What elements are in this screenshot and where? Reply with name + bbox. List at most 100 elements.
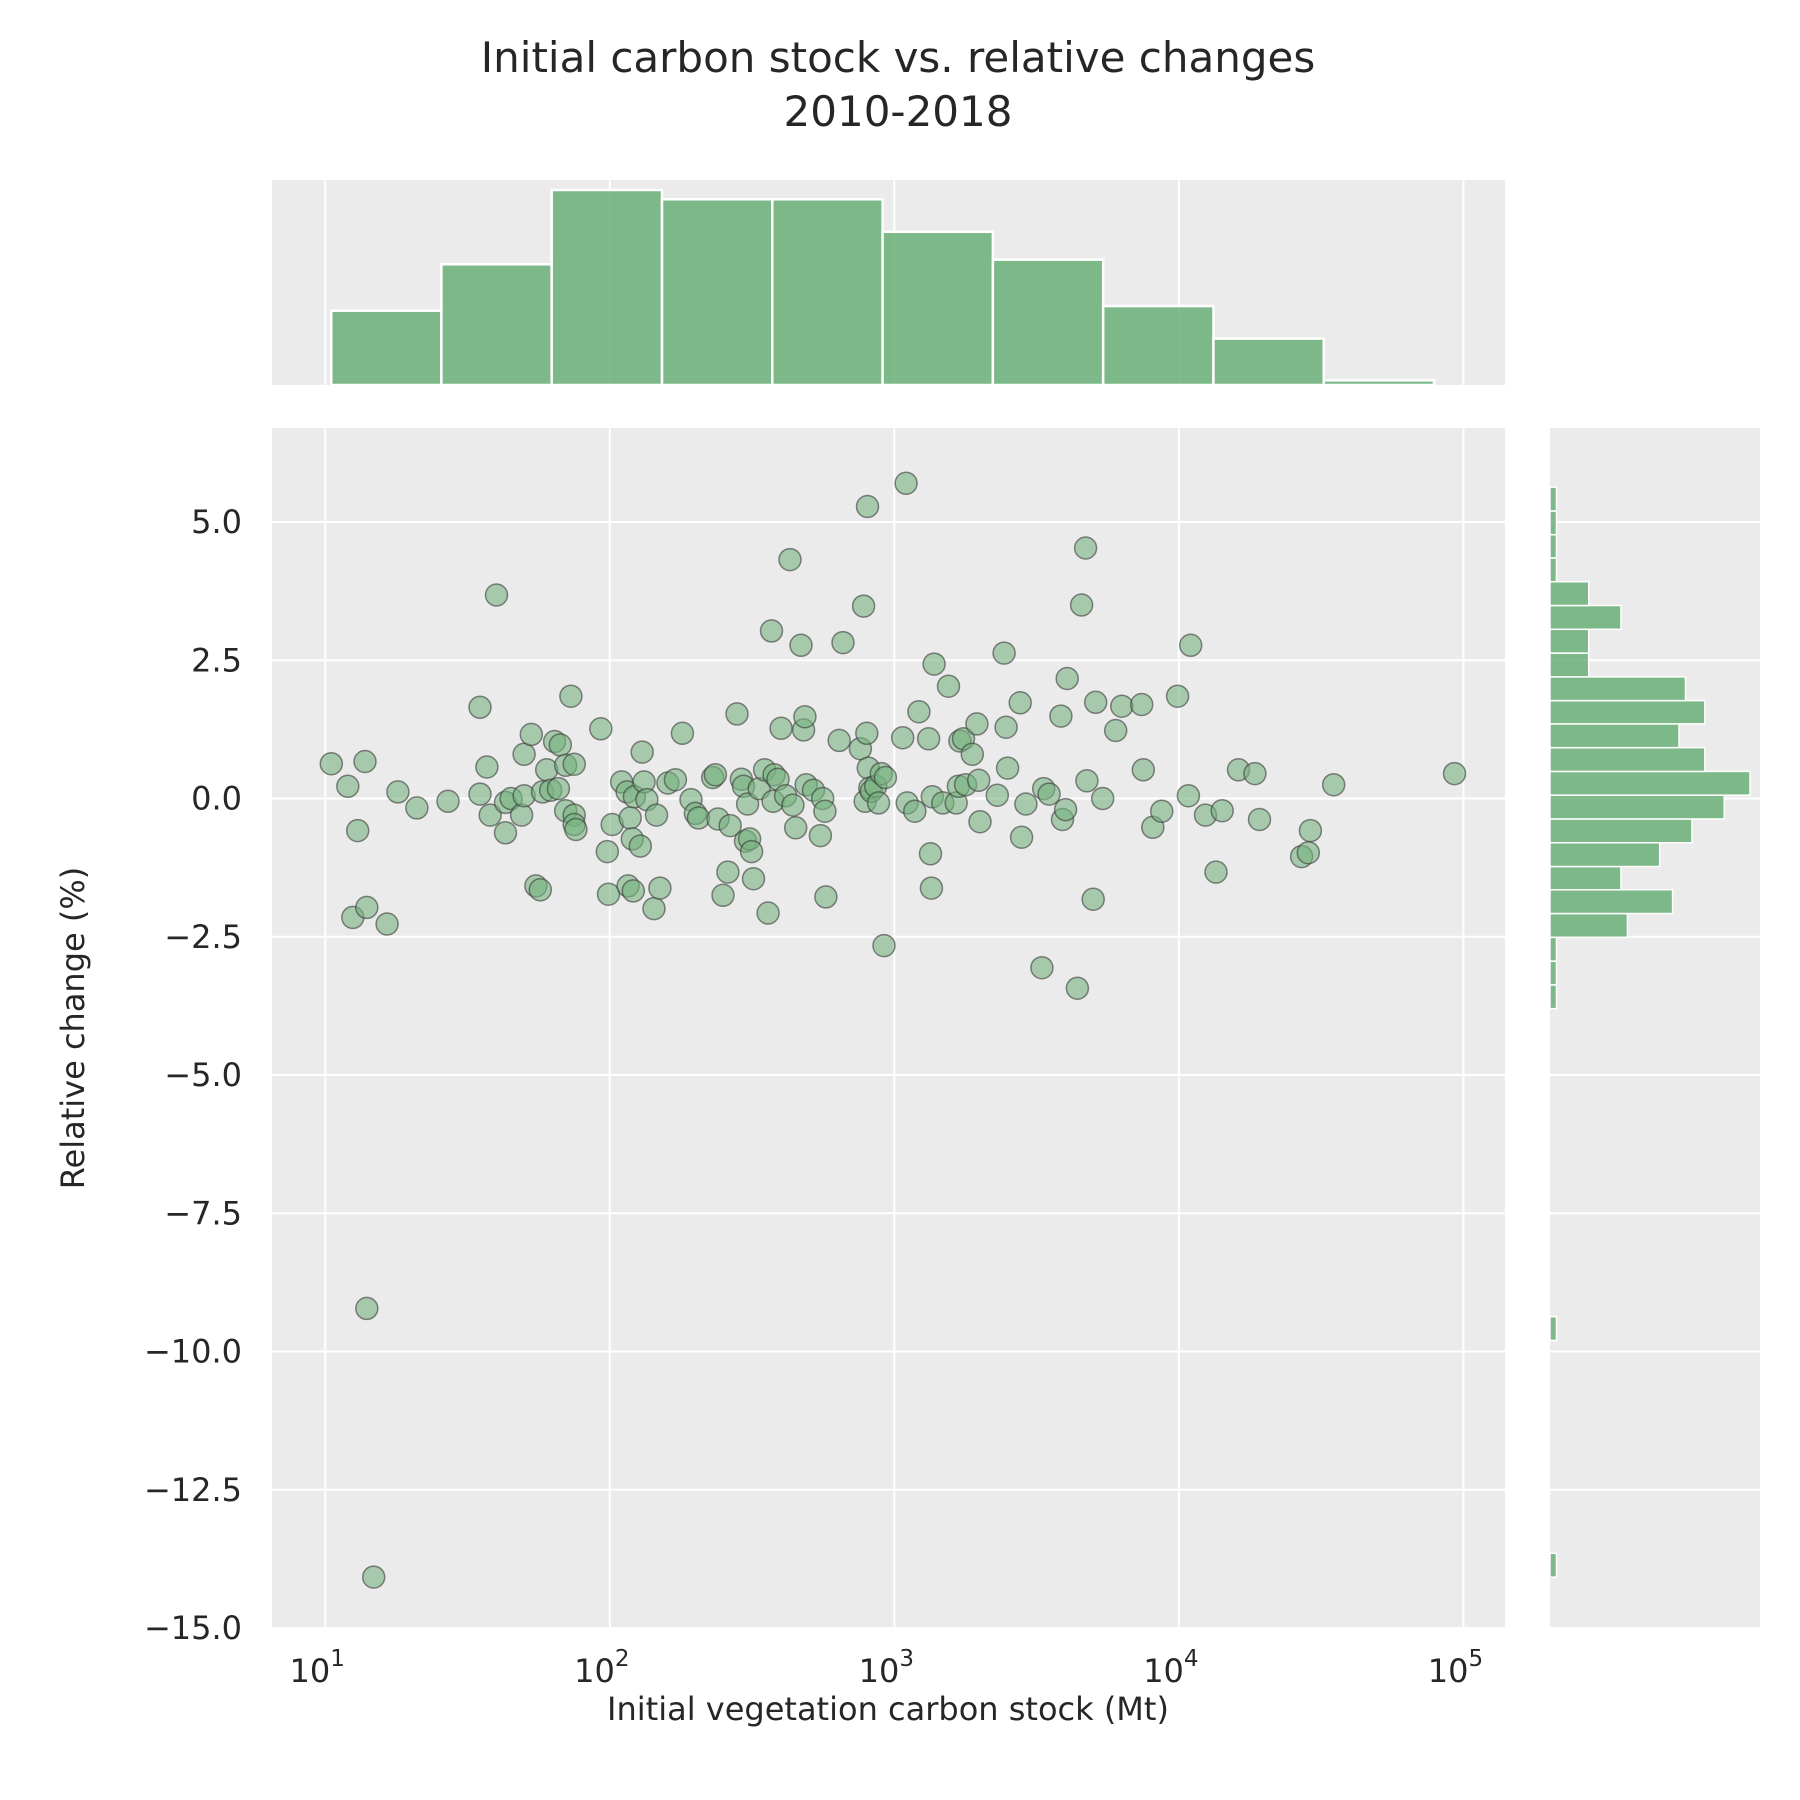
scatter-point-1 bbox=[336, 774, 360, 799]
right-histogram-bar-41 bbox=[1549, 580, 1590, 607]
right-histogram-bar-42 bbox=[1549, 557, 1558, 583]
scatter-point-130 bbox=[960, 742, 985, 767]
scatter-point-173 bbox=[1321, 772, 1346, 797]
scatter-point-143 bbox=[1037, 782, 1061, 806]
right-histogram-bar-25 bbox=[1549, 960, 1558, 986]
scatter-point-89 bbox=[789, 633, 813, 658]
scatter-point-151 bbox=[1075, 769, 1099, 793]
scatter-point-87 bbox=[781, 793, 805, 817]
y-tick-label-5: −7.5 bbox=[164, 1194, 242, 1232]
scatter-point-155 bbox=[1103, 718, 1128, 743]
y-tick-label-7: −12.5 bbox=[144, 1471, 242, 1509]
scatter-point-18 bbox=[493, 821, 518, 845]
right-histogram-bar-27 bbox=[1549, 912, 1629, 939]
scatter-point-165 bbox=[1204, 860, 1228, 884]
scatter-point-88 bbox=[783, 816, 808, 840]
scatter-point-109 bbox=[866, 791, 891, 815]
scatter-point-25 bbox=[528, 878, 553, 902]
y-tick-label-6: −10.0 bbox=[144, 1333, 242, 1371]
right-histogram-bar-37 bbox=[1549, 676, 1687, 702]
right-histogram-bars bbox=[1549, 486, 1751, 1578]
scatter-point-59 bbox=[670, 721, 695, 746]
scatter-point-41 bbox=[596, 882, 621, 906]
right-histogram-bar-32 bbox=[1549, 794, 1725, 820]
top-histogram-bar-0 bbox=[330, 309, 443, 387]
scatter-point-119 bbox=[918, 842, 943, 866]
scatter-point-156 bbox=[1110, 694, 1134, 718]
top-histogram-bar-1 bbox=[440, 263, 553, 387]
scatter-point-86 bbox=[778, 547, 802, 572]
scatter-point-160 bbox=[1149, 799, 1174, 823]
scatter-point-23 bbox=[519, 722, 544, 747]
scatter-point-7 bbox=[355, 1296, 379, 1321]
scatter-point-58 bbox=[663, 767, 688, 792]
right-histogram-bar-24 bbox=[1549, 984, 1558, 1010]
scatter-point-140 bbox=[1014, 792, 1038, 816]
scatter-point-111 bbox=[872, 933, 896, 958]
scatter-point-79 bbox=[756, 901, 780, 925]
scatter-point-117 bbox=[907, 699, 931, 724]
y-tick-label-2: 0.0 bbox=[191, 780, 242, 818]
scatter-point-172 bbox=[1298, 818, 1323, 843]
y-tick-label-8: −15.0 bbox=[144, 1609, 242, 1647]
right-histogram-bar-10 bbox=[1549, 1315, 1558, 1342]
scatter-point-84 bbox=[769, 716, 793, 741]
scatter-point-150 bbox=[1073, 536, 1098, 560]
top-histogram-bar-2 bbox=[550, 188, 664, 387]
scatter-point-113 bbox=[890, 725, 915, 750]
scatter-point-2 bbox=[345, 818, 370, 843]
scatter-point-69 bbox=[725, 702, 749, 726]
scatter-point-9 bbox=[386, 780, 410, 804]
scatter-point-50 bbox=[628, 834, 653, 858]
x-tick-label-1: 102 bbox=[574, 1646, 629, 1690]
y-tick-labels: 5.0 2.5 0.0 −2.5 −5.0 −7.5 −10.0 −12.5 −15.0 bbox=[144, 503, 242, 1647]
right-histogram-bar-26 bbox=[1549, 936, 1558, 962]
scatter-point-98 bbox=[827, 728, 851, 753]
scatter-point-144 bbox=[1049, 704, 1073, 728]
y-tick-label-4: −5.0 bbox=[164, 1056, 242, 1094]
scatter-point-64 bbox=[703, 762, 728, 787]
right-histogram-bar-43 bbox=[1549, 533, 1558, 559]
scatter-point-30 bbox=[546, 776, 571, 801]
scatter-point-120 bbox=[919, 876, 944, 900]
top-histogram-bars bbox=[330, 188, 1436, 387]
scatter-point-131 bbox=[965, 712, 989, 736]
x-tick-label-4: 105 bbox=[1428, 1646, 1483, 1690]
chart-title-line2: 2010-2018 bbox=[784, 87, 1013, 136]
scatter-point-161 bbox=[1165, 684, 1190, 708]
scatter-point-152 bbox=[1081, 887, 1105, 911]
scatter-point-158 bbox=[1131, 758, 1156, 782]
scatter-point-137 bbox=[995, 756, 1020, 780]
top-histogram-bar-3 bbox=[660, 198, 774, 387]
scatter-point-97 bbox=[814, 885, 838, 909]
scatter-point-166 bbox=[1210, 798, 1234, 823]
scatter-point-171 bbox=[1296, 840, 1321, 865]
scatter-point-154 bbox=[1090, 786, 1115, 811]
scatter-point-136 bbox=[994, 715, 1018, 739]
scatter-point-147 bbox=[1055, 666, 1079, 691]
right-histogram-bar-44 bbox=[1549, 510, 1558, 536]
right-histogram-bar-30 bbox=[1549, 841, 1661, 868]
x-axis-label: Initial vegetation carbon stock (Mt) bbox=[607, 1690, 1169, 1728]
right-histogram-bar-36 bbox=[1549, 699, 1706, 725]
scatter-point-122 bbox=[922, 652, 946, 676]
scatter-point-20 bbox=[509, 803, 534, 827]
scatter-point-56 bbox=[648, 876, 672, 900]
x-tick-labels: 101 102 103 104 105 bbox=[290, 1646, 1484, 1690]
scatter-point-14 bbox=[475, 755, 499, 779]
scatter-point-51 bbox=[630, 740, 654, 764]
top-histogram-bar-8 bbox=[1212, 337, 1325, 387]
x-tick-label-2: 103 bbox=[859, 1646, 914, 1690]
scatter-point-5 bbox=[355, 895, 379, 920]
x-tick-label-3: 104 bbox=[1143, 1646, 1198, 1690]
scatter-point-169 bbox=[1247, 807, 1272, 832]
scatter-point-94 bbox=[808, 823, 833, 848]
right-histogram-bar-29 bbox=[1549, 865, 1622, 891]
top-histogram-bar-6 bbox=[991, 258, 1105, 387]
scatter-point-16 bbox=[484, 583, 509, 607]
y-axis-label: Relative change (%) bbox=[54, 867, 92, 1190]
scatter-point-75 bbox=[739, 839, 764, 864]
scatter-point-54 bbox=[642, 896, 666, 921]
scatter-point-133 bbox=[968, 809, 992, 834]
x-tick-label-0: 101 bbox=[290, 1646, 345, 1690]
